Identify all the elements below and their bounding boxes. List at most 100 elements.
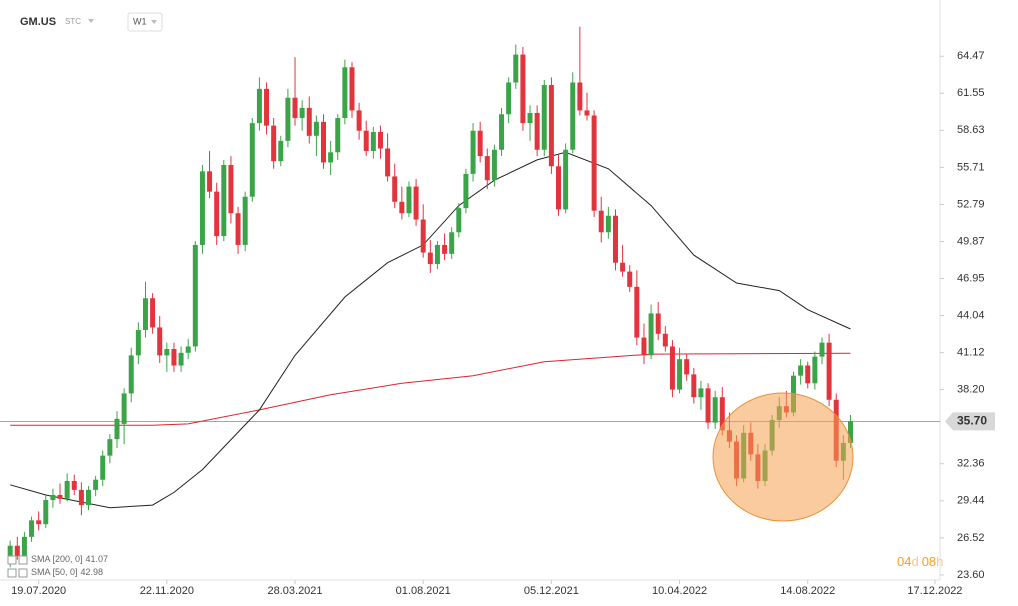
- candle-body: [641, 337, 647, 356]
- candle-body: [662, 333, 668, 347]
- candle-body: [399, 201, 405, 214]
- candle-body: [591, 115, 597, 211]
- candle-body: [798, 365, 804, 376]
- y-tick-label: 26.52: [957, 532, 985, 544]
- candle-body: [627, 271, 633, 287]
- candle-body: [463, 173, 469, 209]
- legend-value: 41.07: [86, 554, 109, 564]
- candle-body: [812, 356, 818, 384]
- candle-body: [392, 176, 398, 202]
- candle-body: [78, 489, 84, 506]
- candle-body: [456, 208, 462, 233]
- dropdown-caret[interactable]: [151, 20, 157, 24]
- candle-body: [434, 244, 440, 264]
- countdown-part: h: [936, 554, 943, 569]
- legend-entry: SMA [50, 0] 42.98: [31, 567, 103, 577]
- candle-body: [264, 88, 270, 126]
- candle-body: [612, 215, 618, 263]
- candle-body: [648, 313, 654, 356]
- candle-body: [178, 352, 184, 366]
- price-label: 35.70: [957, 414, 987, 428]
- legend-icon: [7, 568, 17, 578]
- candle-body: [313, 121, 319, 136]
- candle-body: [691, 374, 697, 398]
- candle-body: [385, 148, 391, 177]
- candle-body: [577, 82, 583, 111]
- candle-body: [847, 421, 853, 443]
- candle-body: [413, 186, 419, 220]
- candle-body: [570, 82, 576, 150]
- candle-body: [192, 244, 198, 347]
- candle-body: [584, 110, 590, 116]
- y-tick-label: 32.36: [957, 458, 985, 470]
- y-tick-label: 46.95: [957, 272, 985, 284]
- candle-body: [805, 365, 811, 384]
- candle-body: [506, 82, 512, 115]
- candle-body: [321, 121, 327, 163]
- candle-body: [484, 156, 490, 181]
- candle-body: [620, 262, 626, 272]
- candle-body: [420, 219, 426, 253]
- candle-body: [199, 171, 205, 245]
- candle-body: [477, 130, 483, 157]
- indicator-line: [10, 352, 851, 426]
- interval[interactable]: W1: [133, 16, 147, 26]
- candle-body: [349, 67, 355, 111]
- candle-body: [427, 252, 433, 264]
- candle-body: [335, 118, 341, 153]
- candle-body: [278, 140, 284, 162]
- candle-body: [370, 131, 376, 152]
- x-tick-label: 22.11.2020: [140, 585, 194, 597]
- highlight-ellipse: [712, 392, 854, 522]
- candle-body: [684, 359, 690, 375]
- interval-selector[interactable]: [127, 12, 163, 32]
- candle-body: [826, 342, 832, 400]
- candle-body: [64, 481, 70, 499]
- candle-body: [185, 346, 191, 353]
- candle-body: [14, 545, 20, 556]
- candle-body: [164, 349, 170, 356]
- y-tick-label: 64.47: [957, 50, 985, 62]
- candle-body: [527, 112, 533, 124]
- y-tick-label: 38.20: [957, 384, 985, 396]
- candle-body: [21, 536, 27, 556]
- dropdown-caret[interactable]: [88, 19, 94, 23]
- candle-body: [328, 152, 334, 163]
- x-tick-label: 05.12.2021: [524, 585, 579, 597]
- candle-body: [43, 500, 49, 525]
- candle-body: [86, 489, 92, 506]
- candle-body: [655, 313, 661, 334]
- marks: 64.47 61.55 58.63 55.71 52.79 49.87 46.95 44.04…: [0, 26, 995, 597]
- y-tick-label: 49.87: [957, 235, 985, 247]
- candle-body: [299, 107, 305, 119]
- y-tick-label: 44.04: [957, 309, 985, 321]
- legend-entry: SMA [200, 0] 41.07: [31, 554, 108, 564]
- countdown-part: 08: [922, 554, 936, 569]
- y-tick-label: 29.44: [957, 495, 985, 507]
- candle-body: [306, 107, 312, 136]
- y-tick-label: 52.79: [957, 198, 985, 210]
- candle-body: [605, 215, 611, 233]
- x-tick-label: 28.03.2021: [267, 585, 322, 597]
- legend-name: SMA [50, 0]: [31, 567, 78, 577]
- y-tick-label: 23.60: [957, 569, 985, 581]
- candle-body: [377, 131, 383, 149]
- candle-body: [7, 545, 13, 560]
- legend-icon: [18, 555, 28, 565]
- candle-body: [93, 479, 99, 490]
- candle-body: [712, 397, 718, 423]
- symbol-tag: STC: [65, 17, 81, 26]
- candle-body: [271, 125, 277, 162]
- candle-body: [128, 355, 134, 394]
- candle-body: [470, 130, 476, 174]
- candle-body: [719, 397, 725, 431]
- indicator-line: [10, 151, 851, 509]
- legend-value: 42.98: [81, 567, 104, 577]
- x-tick-label: 14.08.2022: [780, 585, 835, 597]
- candle-body: [669, 346, 675, 390]
- legend-icon: [18, 568, 28, 578]
- y-tick-label: 58.63: [957, 124, 985, 136]
- countdown: 04d 08h: [897, 554, 943, 569]
- candle-body: [705, 388, 711, 423]
- candle-body: [221, 164, 227, 237]
